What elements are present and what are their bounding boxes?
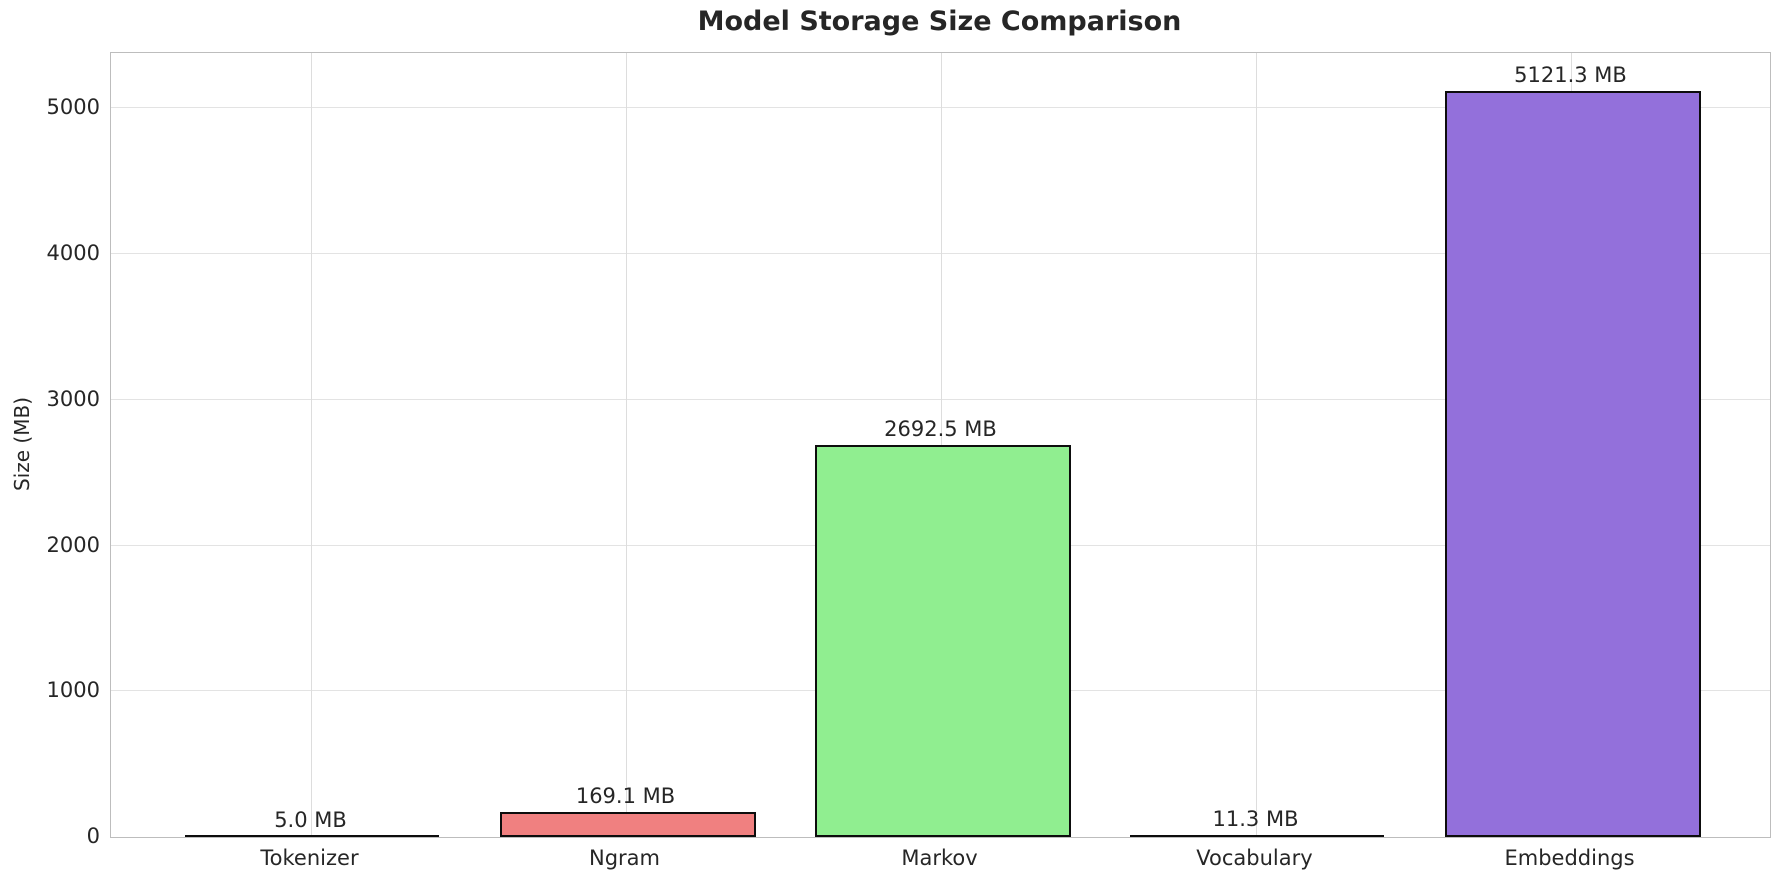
x-tick-label: Tokenizer <box>260 846 359 870</box>
y-axis-label: Size (MB) <box>10 397 34 491</box>
x-tick-label: Markov <box>901 846 978 870</box>
y-tick-label: 4000 <box>46 241 100 266</box>
bar <box>1444 90 1701 837</box>
bar <box>184 834 439 837</box>
chart-title: Model Storage Size Comparison <box>697 6 1182 37</box>
bar-value-label: 5.0 MB <box>274 808 347 833</box>
bar-value-label: 2692.5 MB <box>884 416 997 441</box>
bar <box>814 444 1071 837</box>
x-gridline <box>625 53 627 837</box>
plot-area: 5.0 MB 169.1 MB 2692.5 MB 11.3 MB 5121.3 MB <box>110 52 1771 838</box>
y-tick-label: 5000 <box>46 95 100 120</box>
y-tick-label: 0 <box>86 824 100 848</box>
x-gridline <box>310 53 312 837</box>
bar <box>499 812 756 837</box>
bar-value-label: 169.1 MB <box>575 784 676 809</box>
bar-value-label: 5121.3 MB <box>1514 62 1627 87</box>
x-tick-label: Ngram <box>589 846 660 870</box>
x-tick-label: Vocabulary <box>1196 846 1313 870</box>
bar-value-label: 11.3 MB <box>1212 807 1299 832</box>
bar <box>1129 834 1384 837</box>
y-tick-label: 2000 <box>46 532 100 557</box>
y-tick-label: 3000 <box>46 386 100 411</box>
x-tick-label: Embeddings <box>1504 846 1635 870</box>
x-gridline <box>1255 53 1257 837</box>
y-tick-label: 1000 <box>46 678 100 703</box>
